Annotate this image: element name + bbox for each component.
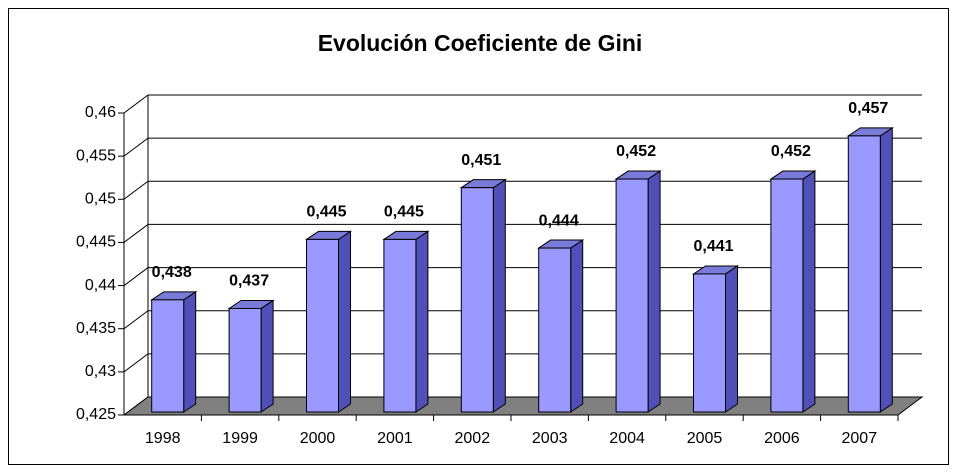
x-tick-label: 2007 — [842, 430, 878, 447]
y-tick-label: 0,44 — [85, 277, 116, 294]
x-tick-label: 2006 — [764, 430, 800, 447]
bar — [693, 273, 726, 413]
x-tick-label: 1998 — [145, 430, 181, 447]
bar-side — [879, 126, 893, 413]
data-label: 0,457 — [848, 100, 888, 117]
x-tick-label: 2000 — [300, 430, 336, 447]
data-label: 0,438 — [152, 264, 192, 281]
bar — [228, 307, 262, 413]
grid-line — [123, 353, 149, 373]
bar — [383, 238, 417, 413]
bar — [306, 238, 339, 413]
data-label: 0,445 — [384, 204, 424, 221]
bar — [538, 247, 572, 413]
bar-side — [570, 239, 584, 413]
data-label: 0,444 — [539, 212, 579, 229]
y-tick-label: 0,45 — [85, 191, 116, 208]
x-tick-label: 2005 — [687, 430, 723, 447]
y-tick-label: 0,43 — [85, 363, 116, 380]
data-label: 0,441 — [693, 238, 733, 255]
bar-side — [415, 230, 429, 413]
x-tick-label: 2003 — [532, 430, 568, 447]
x-tick-label: 2004 — [609, 430, 645, 447]
grid-line — [123, 267, 149, 286]
grid-line — [123, 94, 149, 114]
bar — [770, 178, 804, 413]
x-tick-label: 2002 — [455, 430, 491, 447]
x-tick-label: 1999 — [222, 430, 258, 447]
y-tick-label: 0,425 — [76, 406, 116, 423]
grid-line — [123, 180, 149, 200]
data-label: 0,452 — [616, 143, 656, 160]
bar-side — [647, 170, 661, 413]
bar-side — [260, 299, 274, 413]
bar — [847, 135, 881, 413]
x-tick-label: 2001 — [377, 430, 413, 447]
data-label: 0,445 — [306, 204, 346, 221]
bar-side — [492, 178, 506, 413]
y-tick-label: 0,445 — [76, 234, 116, 251]
data-label: 0,437 — [229, 273, 269, 290]
grid-line — [123, 224, 149, 243]
bar-side — [802, 170, 816, 413]
y-tick-label: 0,435 — [76, 320, 116, 337]
grid-line — [123, 137, 149, 157]
bar — [615, 178, 649, 413]
bar-side — [338, 230, 351, 413]
bar — [151, 299, 185, 413]
grid-line — [123, 310, 149, 330]
bar-side — [725, 265, 738, 413]
data-label: 0,451 — [461, 152, 501, 169]
bar — [460, 187, 494, 413]
y-tick-label: 0,46 — [85, 104, 116, 121]
chart-title: Evolución Coeficiente de Gini — [318, 30, 643, 56]
y-tick-label: 0,455 — [76, 147, 116, 164]
bar-side — [183, 290, 197, 413]
data-label: 0,452 — [771, 143, 811, 160]
